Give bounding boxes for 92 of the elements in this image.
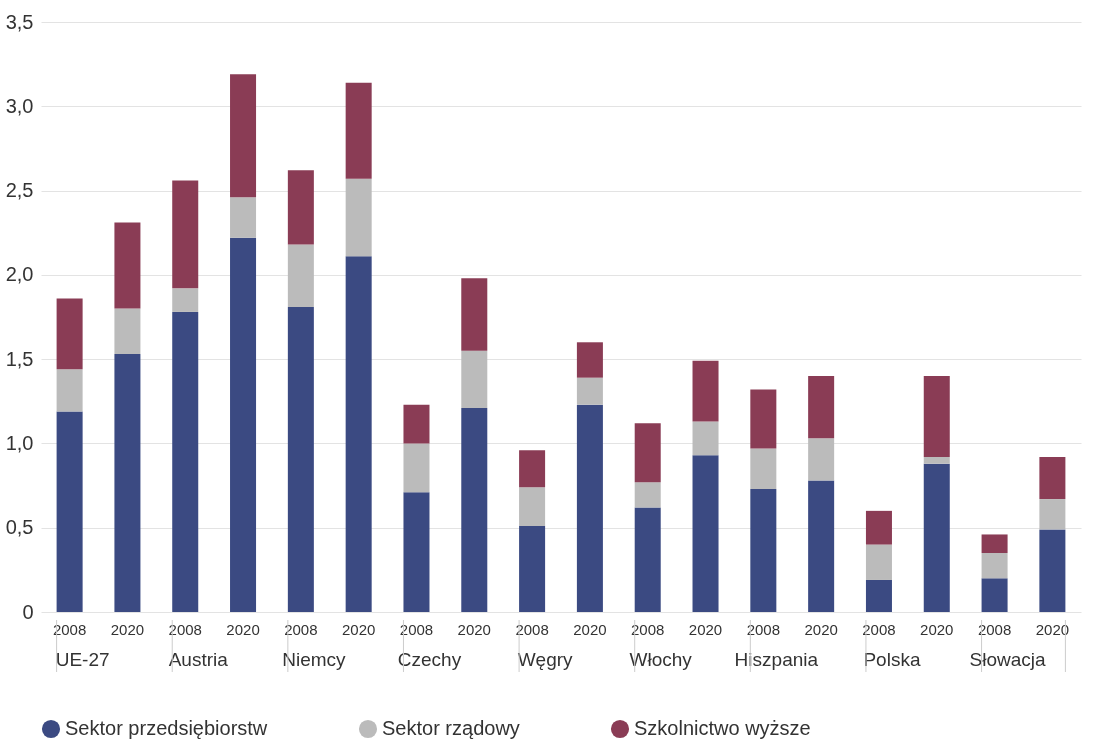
bar [461, 408, 488, 612]
x-tick-label: 2020 [804, 620, 838, 638]
bar [287, 244, 314, 307]
y-tick-label: 1,0 [5, 431, 34, 454]
text: Węgry [517, 649, 574, 670]
bar [808, 376, 835, 439]
bar [750, 448, 777, 489]
y-tick-label: 3,5 [5, 10, 34, 33]
bar [576, 377, 603, 405]
bar [230, 74, 257, 198]
bar [981, 553, 1008, 579]
x-tick-label: 2008 [515, 620, 549, 638]
bar [403, 404, 430, 444]
bar [1039, 499, 1066, 530]
y-tick-label: 2,5 [5, 179, 34, 202]
x-tick-label: 2008 [168, 620, 202, 638]
bar [576, 342, 603, 378]
x-tick-label: 2020 [920, 620, 954, 638]
x-tick-label: 2008 [862, 620, 896, 638]
bar [114, 222, 141, 309]
bar [923, 376, 950, 457]
legend-label: Sektor przedsiębiorstw [65, 717, 268, 739]
bar [345, 82, 372, 179]
bar [981, 578, 1008, 612]
bar [808, 438, 835, 481]
bar [403, 492, 430, 612]
x-tick-label: 2020 [341, 620, 376, 638]
bar [461, 278, 488, 351]
bar [56, 369, 83, 412]
bar [634, 482, 661, 508]
bar [287, 306, 314, 612]
bar [692, 360, 719, 422]
bar [230, 237, 257, 612]
bar [172, 288, 199, 312]
x-tick-label: 2008 [746, 620, 781, 638]
text: Polska [863, 649, 921, 670]
x-tick-label: 2008 [399, 620, 434, 638]
bar [865, 579, 892, 612]
bar [865, 510, 892, 545]
bar [692, 455, 719, 612]
text: UE-27 [55, 649, 110, 670]
bar [114, 354, 141, 612]
x-tick-label: 2020 [457, 620, 491, 638]
bar [403, 443, 430, 493]
bar [981, 534, 1008, 553]
bar [230, 197, 257, 238]
text: Hiszpania [734, 649, 819, 670]
bar [114, 308, 141, 355]
x-tick-label: 2020 [110, 620, 145, 638]
bar [750, 389, 777, 449]
y-tick-label: 3,0 [5, 94, 34, 117]
text: Włochy [629, 649, 693, 670]
bar [56, 298, 83, 370]
bar [287, 170, 314, 245]
bar [923, 456, 950, 464]
legend-label: Szkolnictwo wyższe [634, 717, 811, 739]
text: Austria [168, 649, 229, 670]
x-tick-label: 2020 [688, 620, 723, 638]
y-tick-label: 0,5 [5, 516, 34, 539]
legend-label: Sektor rządowy [382, 717, 520, 739]
text: Niemcy [282, 649, 347, 670]
bar [519, 450, 546, 488]
x-tick-label: 2020 [573, 620, 607, 638]
bar [56, 411, 83, 612]
x-tick-label: 2020 [226, 620, 260, 638]
bar [519, 526, 546, 612]
bar [750, 488, 777, 612]
x-tick-label: 2008 [977, 620, 1012, 638]
bar [1039, 529, 1066, 612]
bar [865, 544, 892, 580]
bar [692, 421, 719, 456]
bar [576, 404, 603, 612]
bar [345, 178, 372, 257]
x-tick-label: 2020 [1035, 620, 1070, 638]
y-tick-label: 1,5 [5, 347, 34, 370]
bar [172, 311, 199, 612]
bar [172, 180, 199, 289]
bar [923, 463, 950, 612]
bar [634, 423, 661, 483]
y-tick-label: 2,0 [5, 263, 34, 286]
text: Słowacja [969, 649, 1047, 670]
x-tick-label: 2008 [284, 620, 318, 638]
bar [808, 480, 835, 612]
x-tick-label: 2008 [52, 620, 87, 638]
bar [519, 487, 546, 527]
bar [345, 256, 372, 612]
bar [1039, 456, 1066, 500]
bar [634, 507, 661, 612]
text: Czechy [397, 649, 462, 670]
x-tick-label: 2008 [631, 620, 665, 638]
bar [461, 350, 488, 409]
y-tick-label: 0 [22, 600, 34, 623]
